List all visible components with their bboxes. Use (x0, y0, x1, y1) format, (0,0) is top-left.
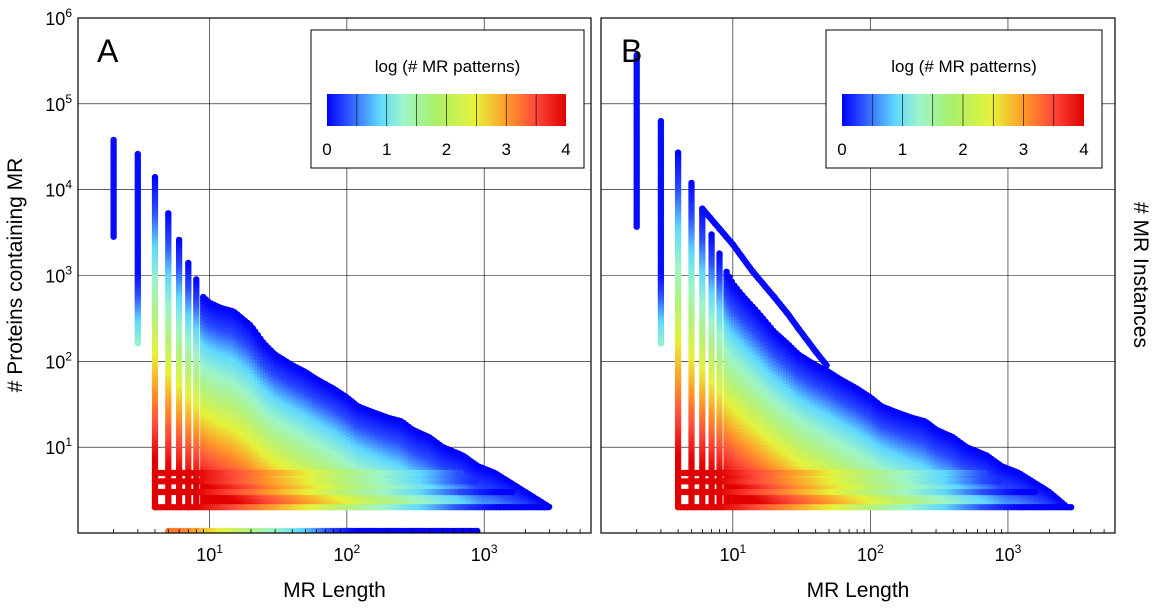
data-point (110, 233, 117, 240)
data-point (134, 340, 141, 347)
y-axis-label: # Proteins containing MR (4, 158, 27, 393)
right-axis-label: # MR Instances (1129, 202, 1152, 348)
data-points (110, 136, 553, 533)
data-point (544, 504, 552, 511)
